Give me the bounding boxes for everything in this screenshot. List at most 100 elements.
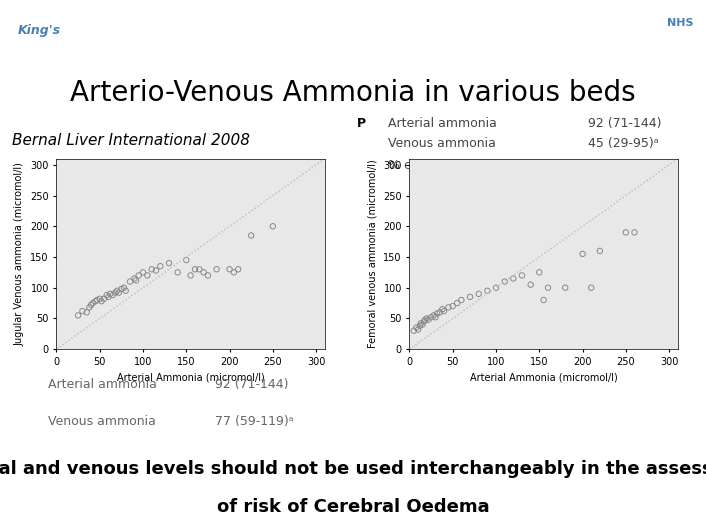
Text: % extraction: % extraction [388,159,467,172]
Point [172,268,184,277]
Point [560,284,571,292]
Point [423,315,434,324]
Point [508,274,519,282]
Point [412,325,424,334]
Point [203,271,214,280]
Y-axis label: Femoral venous ammonia (micromol/l): Femoral venous ammonia (micromol/l) [368,160,378,348]
Point [421,314,433,323]
Point [577,250,588,258]
Text: Bernal Liver International 2008: Bernal Liver International 2008 [12,133,250,148]
Point [481,287,493,295]
FancyBboxPatch shape [7,5,71,63]
Point [133,271,144,280]
Point [198,268,209,277]
Text: P: P [357,117,366,130]
Point [193,265,205,273]
Point [150,266,162,275]
Text: Venous ammonia: Venous ammonia [48,415,155,428]
Point [142,271,153,280]
Point [491,284,502,292]
Point [414,322,426,330]
Point [585,284,597,292]
Point [447,302,458,311]
Point [542,284,554,292]
Text: Arterio-Venous Ammonia in various beds: Arterio-Venous Ammonia in various beds [70,79,636,106]
Point [434,308,445,316]
Point [430,313,441,322]
Point [189,265,201,273]
Text: Arterial and venous levels should not be used interchangeably in the assessment: Arterial and venous levels should not be… [0,460,706,478]
Point [90,297,101,305]
Point [155,262,166,270]
Point [131,276,142,285]
Point [85,300,97,309]
Text: 45 (29-95)ᵃ: 45 (29-95)ᵃ [588,137,659,150]
Point [104,289,116,298]
Point [211,265,222,273]
Point [96,297,107,305]
Point [438,307,450,315]
Text: King's: King's [17,24,61,38]
Point [107,291,119,299]
Point [246,231,257,240]
Point [109,288,121,297]
Point [103,293,114,301]
Point [185,271,196,280]
Point [119,284,130,292]
Point [443,303,454,312]
Point [629,228,640,236]
X-axis label: Arterial Ammonia (micromol/l): Arterial Ammonia (micromol/l) [469,372,618,382]
Text: 92 (71-144): 92 (71-144) [588,117,662,130]
Text: 46 % (32-59): 46 % (32-59) [588,159,670,172]
Text: 92 (71-144): 92 (71-144) [215,378,289,391]
Point [146,265,157,273]
Text: Venous ammonia: Venous ammonia [388,137,496,150]
Point [81,308,92,316]
Point [128,274,140,282]
Point [87,299,98,307]
Text: Arterial ammonia: Arterial ammonia [388,117,496,130]
Point [419,315,431,324]
Point [92,296,103,304]
Point [594,247,606,255]
Text: of risk of Cerebral Oedema: of risk of Cerebral Oedema [217,498,489,516]
Point [101,291,112,299]
Point [84,303,95,312]
Point [426,313,437,322]
Y-axis label: Jugular Venous ammonia (micromol/l): Jugular Venous ammonia (micromol/l) [15,162,25,346]
Point [534,268,545,277]
Point [516,271,527,280]
Point [415,319,426,327]
Point [408,326,419,335]
Point [419,317,430,326]
Point [163,259,174,267]
Point [499,277,510,286]
Point [428,311,439,320]
Point [456,296,467,304]
Point [98,295,109,303]
Text: 77 (59-119)ᵃ: 77 (59-119)ᵃ [215,415,294,428]
Point [538,296,549,304]
Point [465,293,476,301]
Point [94,295,105,303]
Point [77,307,88,315]
Point [224,265,235,273]
Point [437,305,448,314]
Point [417,321,428,329]
Text: NHS Foundation Trust: NHS Foundation Trust [424,45,521,54]
Point [120,287,131,295]
Text: NHS: NHS [667,19,694,29]
Point [138,268,149,277]
Point [525,280,537,289]
Point [181,256,192,264]
Point [112,287,123,295]
Point [411,323,422,332]
Point [116,285,127,293]
Text: King's College Hospital: King's College Hospital [424,15,604,29]
Point [473,289,484,298]
Point [113,288,124,297]
Point [451,299,462,307]
Point [232,265,244,273]
X-axis label: Arterial Ammonia (micromol/l): Arterial Ammonia (micromol/l) [116,372,265,382]
Point [267,222,278,231]
